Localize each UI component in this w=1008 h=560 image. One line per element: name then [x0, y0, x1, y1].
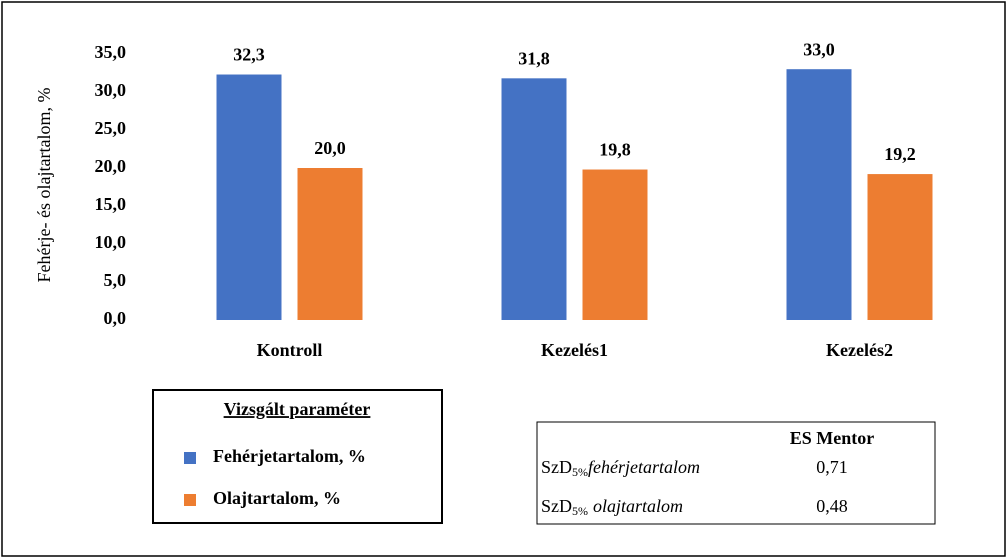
bar	[501, 78, 567, 320]
table-row-label: SzD5%fehérjetartalom	[541, 457, 700, 479]
bar	[582, 169, 648, 320]
data-label: 19,2	[884, 144, 916, 164]
y-tick-label: 5,0	[104, 270, 127, 290]
x-tick-label: Kezelés2	[826, 340, 893, 360]
y-tick-label: 15,0	[95, 194, 127, 214]
legend-label: Olajtartalom, %	[213, 488, 341, 508]
table-sub: 5%	[572, 465, 588, 479]
table-label: SzD	[541, 496, 572, 516]
y-tick-label: 20,0	[95, 156, 127, 176]
data-label: 19,8	[599, 140, 631, 160]
legend-label: Fehérjetartalom, %	[213, 446, 366, 466]
table-param: olajtartalom	[593, 496, 683, 516]
y-tick-label: 10,0	[95, 232, 127, 252]
legend-swatch	[184, 494, 196, 506]
legend-swatch	[184, 452, 196, 464]
data-label: 20,0	[314, 138, 346, 158]
table-label: SzD	[541, 457, 572, 477]
y-tick-label: 25,0	[95, 118, 127, 138]
table-param: fehérjetartalom	[588, 457, 700, 477]
table-sub: 5%	[572, 504, 588, 518]
data-label: 32,3	[233, 45, 265, 65]
legend-title: Vizsgált paraméter	[224, 399, 371, 419]
table-box	[536, 421, 936, 525]
bar	[216, 74, 282, 321]
table-header: ES Mentor	[790, 428, 875, 448]
x-tick-label: Kontroll	[257, 340, 323, 360]
bar	[297, 168, 363, 320]
x-tick-label: Kezelés1	[541, 340, 608, 360]
data-label: 31,8	[518, 48, 550, 68]
data-label: 33,0	[803, 39, 835, 59]
table-row-label: SzD5% olajtartalom	[541, 496, 683, 518]
table-value: 0,71	[816, 457, 848, 477]
y-tick-label: 35,0	[95, 42, 127, 62]
y-axis-title: Fehérje- és olajtartalom, %	[34, 88, 54, 283]
y-tick-label: 30,0	[95, 80, 127, 100]
legend-box	[152, 389, 443, 524]
bar	[786, 69, 852, 320]
y-tick-label: 0,0	[104, 308, 127, 328]
bar	[867, 174, 933, 320]
table-value: 0,48	[816, 496, 848, 516]
